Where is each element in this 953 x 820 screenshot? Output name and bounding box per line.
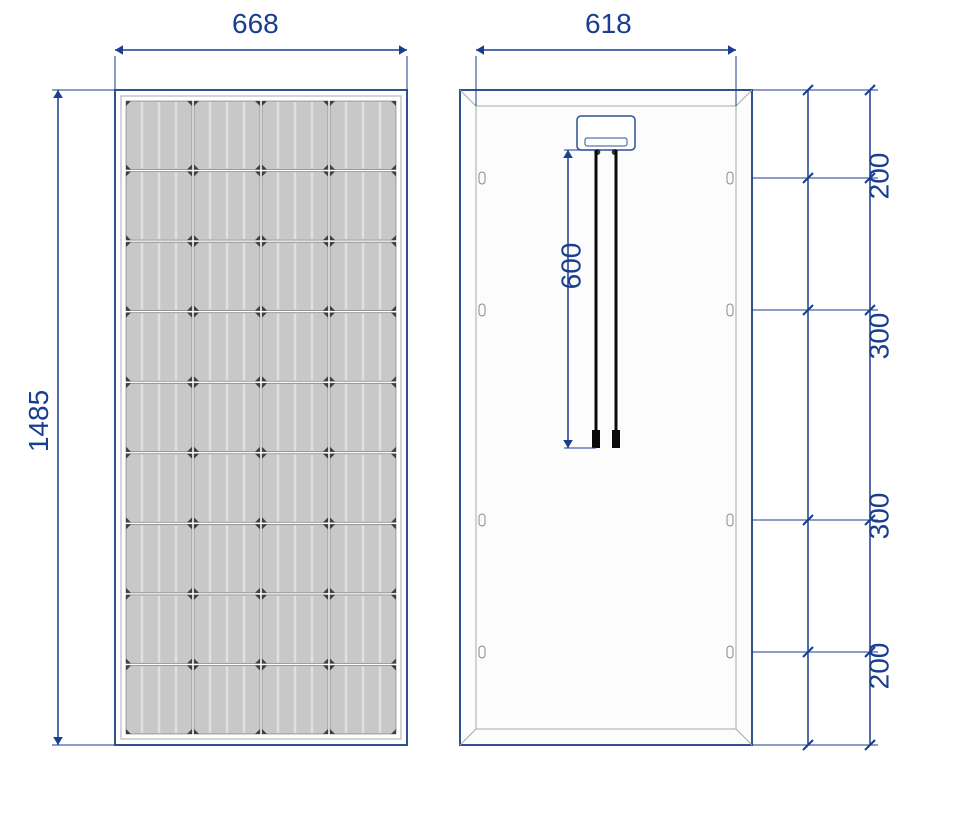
dim-side-2: 300: [863, 313, 895, 360]
drawing-canvas: 668 618 1485 600 200 300 300 200: [0, 0, 953, 815]
dim-side-3: 300: [863, 493, 895, 540]
dim-width-front: 668: [232, 8, 279, 40]
technical-drawing-svg: [0, 0, 953, 815]
dim-width-back: 618: [585, 8, 632, 40]
dim-side-4: 200: [863, 643, 895, 690]
dim-height-front: 1485: [23, 390, 55, 452]
dim-cable-length: 600: [555, 243, 587, 290]
dim-side-1: 200: [863, 153, 895, 200]
